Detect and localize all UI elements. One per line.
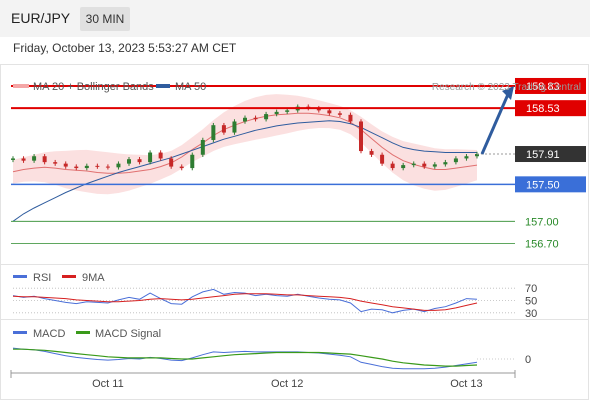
candle-body <box>21 158 26 161</box>
candle-body <box>264 114 269 120</box>
candle-body <box>169 158 174 167</box>
candle-body <box>274 111 279 115</box>
candle-body <box>32 156 37 161</box>
resistance-label: 158.53 <box>526 103 560 115</box>
candle-body <box>369 151 374 155</box>
candle-body <box>105 166 110 168</box>
candle-body <box>179 166 184 169</box>
rsi-level-label: 70 <box>525 283 537 295</box>
candle-body <box>337 113 342 115</box>
candle-body <box>116 163 121 168</box>
candle-body <box>464 156 469 159</box>
x-tick-label: Oct 11 <box>92 378 124 390</box>
arrow-head <box>502 85 514 100</box>
candle-body <box>327 110 332 114</box>
symbol-label: EUR/JPY <box>11 10 71 26</box>
candle-body <box>380 154 385 164</box>
resistance-tag <box>515 77 586 94</box>
candle-body <box>53 162 58 164</box>
candle-body <box>148 152 153 163</box>
target-label: 156.70 <box>525 239 559 251</box>
rsi-ma-line <box>12 293 478 311</box>
rsi-line <box>12 288 478 314</box>
legend-9ma: 9MA <box>82 272 105 284</box>
legend-ma50: MA 50 <box>175 81 206 93</box>
legend-swatch-ma50 <box>156 84 170 88</box>
legend-macd-signal: MACD Signal <box>95 328 161 340</box>
candle-body <box>253 117 258 120</box>
macd-signal-line <box>13 348 478 367</box>
x-tick-label: Oct 12 <box>271 378 303 390</box>
legend-macd: MACD <box>33 328 65 340</box>
copyright: Research © 2023 Trading Central <box>432 82 581 93</box>
candle-body <box>411 163 416 166</box>
legend-swatch-macd <box>13 331 27 334</box>
candle-body <box>422 163 427 167</box>
candle-body <box>84 165 89 169</box>
x-tick-label: Oct 13 <box>450 378 482 390</box>
candle-body <box>348 114 353 122</box>
macd-zero-label: 0 <box>525 354 531 366</box>
resistance-tag <box>515 100 586 117</box>
rsi-level-label: 30 <box>525 308 537 320</box>
candle-body <box>200 139 205 155</box>
candle-body <box>137 159 142 163</box>
support-tag <box>515 176 586 193</box>
legend-swatch-macd-signal <box>76 331 90 334</box>
candle-body <box>443 162 448 165</box>
scenario-arrow <box>480 91 511 155</box>
candle-body <box>232 121 237 133</box>
legend-swatch-rsi <box>13 275 27 278</box>
last-price-label: 157.91 <box>526 149 560 161</box>
candle-body <box>211 125 216 140</box>
candle-body <box>432 164 437 167</box>
candle-body <box>453 158 458 163</box>
candle-body <box>221 125 226 133</box>
legend-swatch-9ma <box>62 275 76 278</box>
candle-body <box>359 121 363 152</box>
candle-body <box>158 152 163 159</box>
timeframe-button[interactable]: 30 MIN <box>80 7 130 31</box>
macd-line <box>12 347 478 370</box>
candle-body <box>390 163 395 169</box>
candle-body <box>74 166 79 169</box>
resistance-label: 158.83 <box>526 81 560 93</box>
support-label: 157.50 <box>526 179 560 191</box>
candle-body <box>475 154 479 157</box>
legend-swatch-ma20 <box>13 84 29 88</box>
candle-body <box>11 158 15 160</box>
candle-body <box>401 165 406 169</box>
legend-ma20: MA 20 + Bollinger Bands <box>33 81 154 93</box>
candle-body <box>63 163 68 167</box>
candle-body <box>316 108 321 111</box>
candle-body <box>190 154 195 169</box>
candle-body <box>243 117 247 122</box>
candle-body <box>42 156 47 163</box>
rsi-level-label: 50 <box>525 296 537 308</box>
last-price-tag <box>515 146 586 163</box>
chart-header: EUR/JPY 30 MIN <box>0 0 590 37</box>
target-label: 157.00 <box>525 216 559 228</box>
candle-body <box>95 165 100 167</box>
timestamp: Friday, October 13, 2023 5:53:27 AM CET <box>13 41 237 55</box>
candle-body <box>285 110 290 112</box>
ma50-line <box>12 120 477 222</box>
candle-body <box>127 159 131 164</box>
legend-rsi: RSI <box>33 272 51 284</box>
